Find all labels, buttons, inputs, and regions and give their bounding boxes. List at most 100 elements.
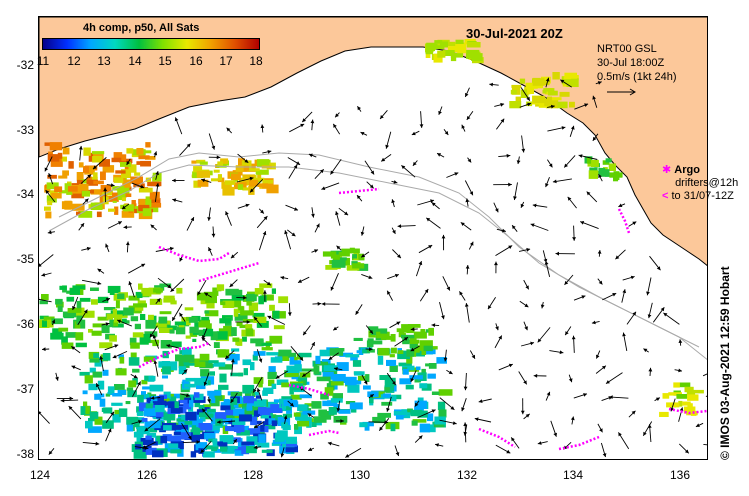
sst-patch — [158, 316, 168, 324]
current-arrow — [211, 226, 216, 238]
current-arrow — [312, 301, 322, 306]
sst-patch — [223, 325, 232, 330]
sst-patch — [213, 362, 226, 367]
current-arrow — [127, 263, 146, 274]
sst-patch — [415, 366, 421, 371]
sst-patch — [196, 292, 209, 301]
sst-patch — [283, 436, 297, 444]
current-arrow — [493, 182, 512, 187]
sst-patch — [71, 192, 85, 199]
current-arrow — [647, 302, 653, 319]
sst-patch — [65, 332, 77, 338]
sst-patch — [678, 400, 683, 407]
sst-patch — [150, 420, 161, 429]
sst-patch — [121, 154, 127, 162]
sst-patch — [43, 316, 55, 322]
current-arrow — [197, 279, 207, 296]
current-arrow — [547, 104, 555, 109]
sst-patch — [138, 155, 150, 160]
sst-patch — [159, 311, 172, 315]
sst-patch — [175, 326, 186, 335]
current-arrow — [496, 118, 505, 130]
current-arrow — [618, 203, 626, 208]
current-arrow — [201, 178, 212, 183]
current-arrow — [600, 442, 607, 458]
sst-patch — [64, 200, 72, 210]
current-arrow — [622, 332, 628, 351]
sst-patch — [191, 425, 197, 431]
current-arrow — [586, 191, 598, 203]
sst-patch — [242, 384, 255, 394]
sst-patch — [316, 376, 331, 382]
current-arrow — [68, 405, 82, 420]
current-arrow — [366, 181, 375, 189]
drifter-track — [338, 187, 380, 195]
sst-patch — [545, 100, 559, 109]
sst-patch — [450, 56, 457, 62]
sst-patch — [81, 310, 95, 318]
current-arrow — [569, 125, 575, 137]
sst-patch — [248, 302, 259, 312]
sst-patch — [397, 350, 404, 354]
sst-patch — [267, 371, 277, 379]
sst-patch — [304, 403, 316, 407]
current-arrow — [280, 447, 285, 458]
sst-patch — [153, 288, 163, 293]
sst-patch — [377, 412, 391, 418]
current-arrow — [573, 295, 586, 301]
sst-patch — [401, 324, 415, 333]
current-arrow — [132, 381, 141, 397]
sst-patch — [359, 422, 368, 428]
sst-patch — [189, 358, 201, 363]
sst-patch — [235, 165, 244, 172]
sst-patch — [57, 305, 63, 312]
current-arrow — [116, 319, 132, 327]
colorbar-tick: 18 — [249, 54, 263, 68]
current-arrow — [670, 398, 676, 412]
sst-patch — [302, 410, 316, 415]
current-arrow — [439, 397, 455, 411]
current-arrow — [112, 350, 128, 359]
current-arrow — [646, 277, 652, 296]
sst-patch — [252, 312, 265, 318]
sst-patch — [278, 349, 292, 357]
sst-patch — [455, 39, 464, 44]
sst-patch — [181, 317, 191, 326]
sst-patch — [269, 304, 275, 311]
sst-patch — [240, 310, 254, 316]
current-arrow — [101, 322, 110, 326]
sst-patch — [322, 251, 337, 257]
current-arrow — [174, 117, 183, 135]
current-arrow — [386, 396, 392, 412]
current-arrow — [321, 302, 340, 306]
sst-patch — [61, 336, 68, 345]
sst-patch — [270, 357, 283, 363]
current-arrow — [310, 341, 316, 351]
sst-patch — [202, 407, 211, 416]
sst-patch — [686, 390, 696, 399]
colorbar-tick: 16 — [189, 54, 203, 68]
sst-patch — [281, 396, 292, 401]
current-arrow — [287, 303, 292, 317]
sst-patch — [113, 177, 124, 183]
current-arrow — [48, 172, 54, 185]
current-arrow — [332, 326, 339, 331]
sst-patch — [166, 419, 171, 425]
sst-patch — [195, 442, 208, 451]
sst-patch — [115, 368, 127, 376]
current-arrow — [311, 207, 315, 218]
current-arrow — [537, 441, 548, 445]
current-arrow — [150, 224, 157, 231]
current-arrow — [391, 180, 398, 184]
current-arrow — [419, 288, 429, 302]
sst-patch — [58, 327, 69, 332]
scale-arrow-icon — [607, 88, 636, 96]
current-arrow — [126, 158, 131, 166]
current-arrow — [357, 105, 362, 112]
current-arrow — [207, 207, 211, 221]
sst-patch — [238, 306, 245, 311]
sst-patch — [152, 395, 164, 403]
sst-patch — [199, 161, 208, 165]
current-arrow — [496, 228, 507, 233]
sst-patch — [286, 365, 300, 373]
